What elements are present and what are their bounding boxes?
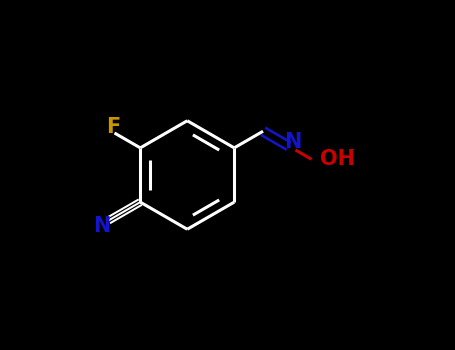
- Text: F: F: [106, 117, 120, 137]
- Text: OH: OH: [320, 149, 355, 169]
- Text: N: N: [284, 132, 302, 152]
- Text: N: N: [93, 216, 111, 236]
